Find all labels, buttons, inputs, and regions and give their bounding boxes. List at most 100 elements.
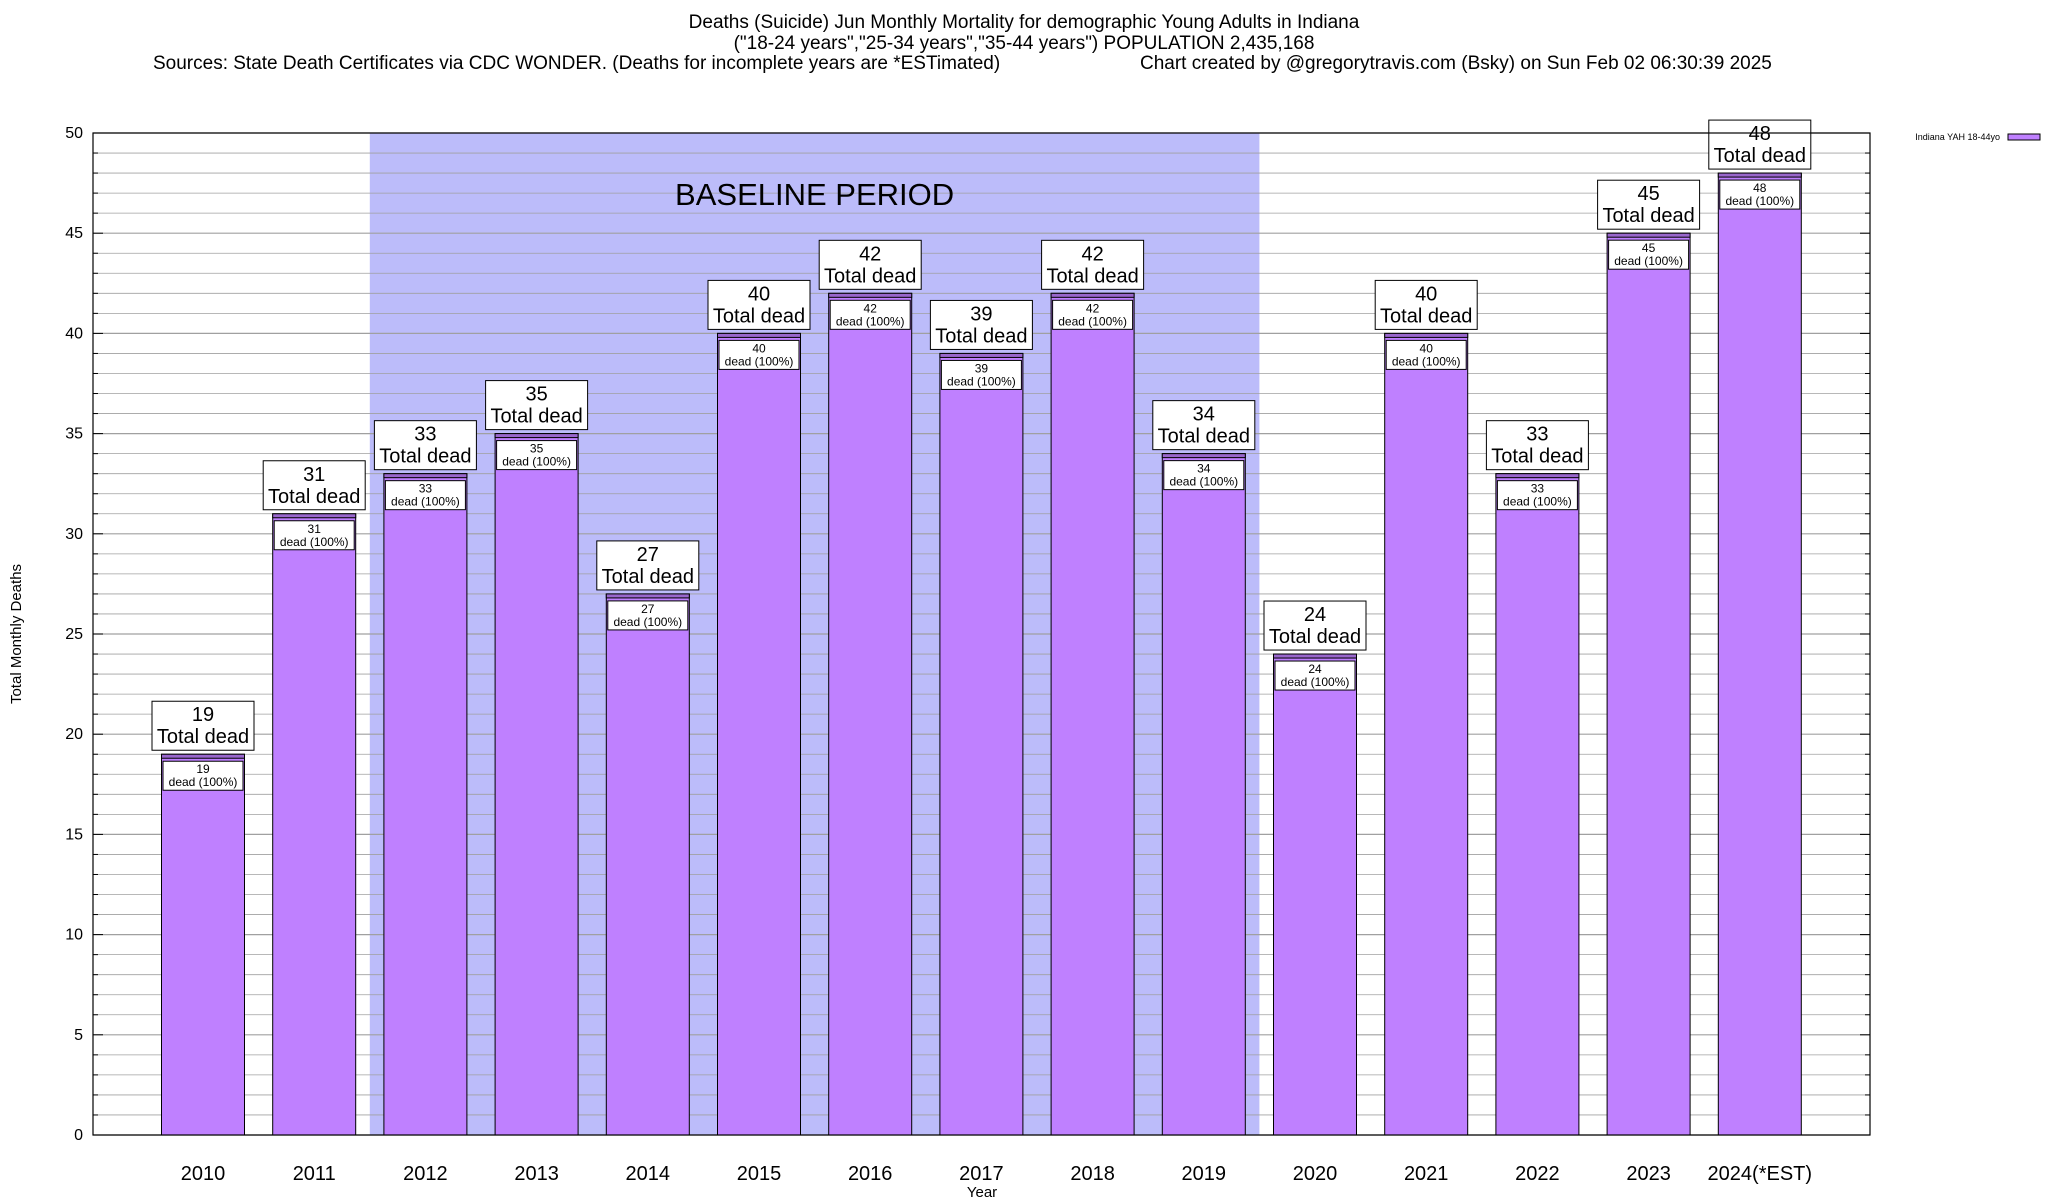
- x-tick-label: 2018: [1070, 1163, 1115, 1185]
- total-dead-label: Total dead: [157, 726, 249, 748]
- inner-pct-label: dead (100%): [836, 314, 905, 328]
- bar: [1161, 453, 1246, 1136]
- total-dead-label: Total dead: [935, 325, 1027, 347]
- total-dead-label: Total dead: [490, 406, 582, 428]
- inner-label-box: [718, 339, 800, 370]
- inner-pct-label: dead (100%): [1281, 675, 1350, 689]
- total-dead-label: Total dead: [1602, 205, 1694, 227]
- total-value-label: 39: [970, 303, 992, 325]
- bar-top-segment: [605, 593, 690, 599]
- inner-pct-label: dead (100%): [502, 455, 571, 469]
- inner-pct-label: dead (100%): [1392, 354, 1461, 368]
- total-label-box: [1152, 400, 1256, 451]
- inner-value-label: 24: [1308, 662, 1322, 676]
- total-value-label: 35: [525, 384, 547, 406]
- total-label-box: [818, 239, 922, 290]
- total-dead-label: Total dead: [1269, 626, 1361, 648]
- bar: [1606, 232, 1691, 1136]
- inner-label-box: [1608, 239, 1690, 270]
- total-label-box: [596, 540, 700, 591]
- inner-value-label: 31: [308, 522, 322, 536]
- x-tick-label: 2014: [626, 1163, 671, 1185]
- total-value-label: 45: [1637, 183, 1659, 205]
- inner-value-label: 40: [1420, 341, 1434, 355]
- total-value-label: 24: [1304, 604, 1326, 626]
- total-value-label: 42: [859, 243, 881, 265]
- inner-pct-label: dead (100%): [613, 615, 682, 629]
- total-label-box: [1485, 420, 1589, 471]
- inner-label-box: [1496, 480, 1578, 511]
- inner-label-box: [1719, 179, 1801, 210]
- inner-value-label: 27: [641, 602, 655, 616]
- bar: [1384, 332, 1469, 1136]
- total-dead-label: Total dead: [713, 305, 805, 327]
- inner-pct-label: dead (100%): [947, 374, 1016, 388]
- y-tick-label: 10: [65, 927, 83, 944]
- total-label-box: [1041, 239, 1145, 290]
- y-tick-label: 20: [65, 726, 83, 743]
- total-label-box: [151, 700, 255, 751]
- total-label-box: [262, 460, 366, 511]
- total-label-box: [1374, 279, 1478, 330]
- bar: [828, 292, 913, 1136]
- legend-label: Indiana YAH 18-44yo: [1915, 132, 2000, 142]
- inner-pct-label: dead (100%): [1614, 254, 1683, 268]
- chart-credit: Chart created by @gregorytravis.com (Bsk…: [1140, 53, 1772, 74]
- bar-top-segment: [1384, 332, 1469, 338]
- total-dead-label: Total dead: [1491, 446, 1583, 468]
- x-tick-label: 2012: [403, 1163, 448, 1185]
- y-tick-label: 35: [65, 426, 83, 443]
- bar: [1717, 172, 1802, 1136]
- bar: [272, 513, 357, 1136]
- inner-value-label: 42: [864, 301, 878, 315]
- y-tick-label: 5: [74, 1027, 83, 1044]
- inner-label-box: [1274, 660, 1356, 691]
- total-value-label: 19: [192, 704, 214, 726]
- inner-label-box: [384, 480, 466, 511]
- inner-value-label: 34: [1197, 462, 1211, 476]
- inner-label-box: [940, 359, 1022, 390]
- inner-label-box: [1163, 460, 1245, 491]
- inner-value-label: 33: [419, 482, 433, 496]
- total-dead-label: Total dead: [268, 486, 360, 508]
- x-tick-label: 2011: [293, 1163, 336, 1185]
- y-tick-label: 25: [65, 626, 83, 643]
- chart-sources: Sources: State Death Certificates via CD…: [153, 53, 1001, 74]
- inner-label-box: [607, 600, 689, 631]
- total-label-box: [373, 420, 477, 471]
- bar: [939, 352, 1024, 1136]
- bar: [1273, 653, 1357, 1136]
- legend-swatch: [2007, 133, 2041, 141]
- bar: [717, 332, 801, 1136]
- y-tick-label: 45: [65, 225, 83, 242]
- total-value-label: 33: [1526, 424, 1548, 446]
- y-tick-label: 40: [65, 325, 83, 342]
- total-value-label: 31: [303, 464, 325, 486]
- baseline-period-label: BASELINE PERIOD: [675, 177, 954, 212]
- bar: [383, 473, 468, 1136]
- total-value-label: 40: [748, 283, 770, 305]
- bar: [494, 433, 579, 1136]
- total-value-label: 27: [637, 544, 659, 566]
- x-tick-label: 2019: [1182, 1163, 1227, 1185]
- total-label-box: [929, 299, 1033, 350]
- inner-pct-label: dead (100%): [391, 495, 460, 509]
- total-value-label: 34: [1193, 404, 1215, 426]
- total-value-label: 48: [1749, 123, 1771, 145]
- inner-value-label: 40: [752, 341, 766, 355]
- inner-pct-label: dead (100%): [1725, 194, 1794, 208]
- total-label-box: [1597, 179, 1701, 230]
- chart-subtitle: ("18-24 years","25-34 years","35-44 year…: [733, 33, 1315, 54]
- plot-border: [92, 132, 1871, 1136]
- bar-top-segment: [828, 292, 913, 298]
- total-label-box: [485, 380, 589, 431]
- x-tick-label: 2017: [959, 1163, 1004, 1185]
- total-value-label: 40: [1415, 283, 1437, 305]
- y-tick-label: 50: [65, 125, 83, 142]
- bar: [161, 753, 245, 1136]
- total-dead-label: Total dead: [379, 446, 471, 468]
- inner-pct-label: dead (100%): [1058, 314, 1127, 328]
- bar-top-segment: [272, 513, 357, 519]
- total-value-label: 33: [414, 424, 436, 446]
